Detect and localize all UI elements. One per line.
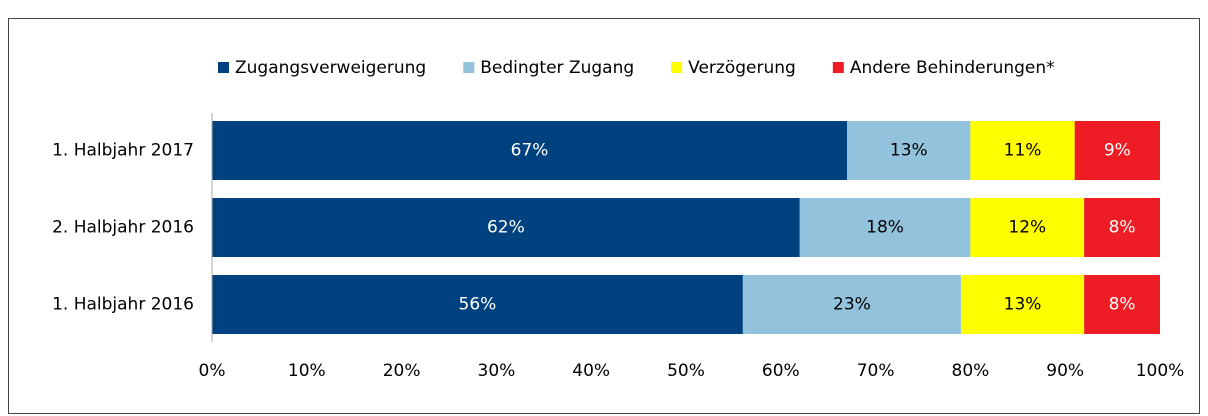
y-tick-label: 1. Halbjahr 2017: [52, 141, 194, 161]
x-tick-label: 90%: [1046, 361, 1084, 381]
legend-swatch: [463, 62, 475, 73]
legend-swatch: [218, 62, 229, 73]
bar-segment: [960, 275, 1085, 334]
data-label: 8%: [1109, 218, 1136, 238]
x-tick-label: 70%: [857, 361, 895, 381]
x-tick-label: 80%: [952, 361, 990, 381]
x-tick-label: 20%: [383, 361, 421, 381]
legend-label: Zugangsverweigerung: [235, 58, 426, 78]
x-tick-label: 50%: [667, 361, 705, 381]
x-tick-label: 100%: [1136, 361, 1185, 381]
x-tick-label: 30%: [478, 361, 516, 381]
bar-segment: [1074, 121, 1160, 180]
legend-swatch: [671, 62, 683, 73]
legend-label: Bedingter Zugang: [480, 58, 634, 78]
bar-segment: [970, 198, 1085, 257]
data-label: 11%: [1004, 141, 1042, 161]
legend-label: Andere Behinderungen*: [850, 58, 1055, 78]
data-label: 23%: [833, 295, 871, 315]
bar-segment: [212, 275, 743, 334]
x-tick-label: 60%: [762, 361, 800, 381]
bar-segment: [1084, 275, 1160, 334]
data-label: 18%: [866, 218, 904, 238]
x-tick-label: 0%: [199, 361, 226, 381]
bar-segment: [799, 198, 971, 257]
bar-segment: [847, 121, 971, 180]
x-tick-label: 40%: [572, 361, 610, 381]
legend-label: Verzögerung: [688, 58, 796, 78]
bar-segment: [1084, 198, 1160, 257]
data-label: 12%: [1008, 218, 1046, 238]
x-tick-label: 10%: [288, 361, 326, 381]
bar-segment: [212, 198, 800, 257]
data-label: 67%: [511, 141, 549, 161]
data-label: 8%: [1109, 295, 1136, 315]
bar-segment: [742, 275, 961, 334]
y-tick-label: 2. Halbjahr 2016: [52, 218, 194, 238]
legend-swatch: [832, 62, 844, 73]
bar-segment: [970, 121, 1075, 180]
data-label: 62%: [487, 218, 525, 238]
data-label: 9%: [1104, 141, 1131, 161]
data-label: 13%: [890, 141, 928, 161]
bar-segment: [212, 121, 848, 180]
data-label: 13%: [1004, 295, 1042, 315]
data-label: 56%: [459, 295, 497, 315]
y-tick-label: 1. Halbjahr 2016: [52, 295, 194, 315]
